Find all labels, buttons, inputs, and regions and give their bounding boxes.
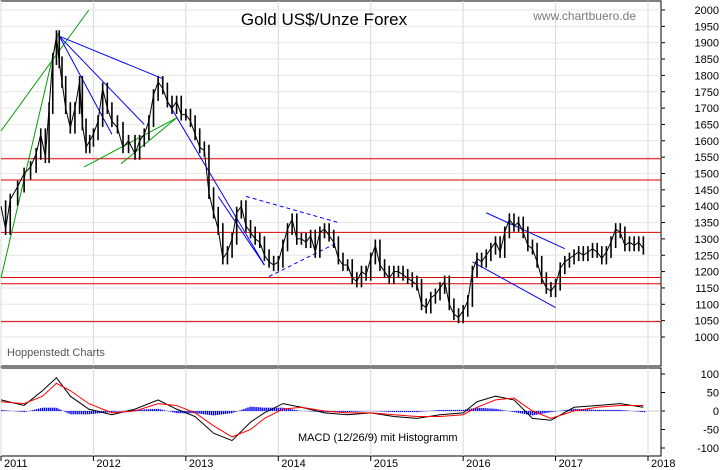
macd-y-tick-label: -100 (697, 443, 719, 455)
x-tick-label: 2016 (466, 458, 490, 470)
trend-line-2 (0, 9, 90, 132)
trend-line-1 (0, 32, 59, 279)
y-tick-label: 1150 (695, 283, 719, 295)
trend-line-10 (245, 195, 339, 224)
y-tick-label: 1850 (695, 54, 719, 66)
macd-histogram (1, 406, 646, 416)
trend-line-6 (58, 35, 145, 125)
y-tick-label: 1750 (695, 87, 719, 99)
y-tick-label: 1950 (695, 21, 719, 33)
y-tick-label: 1100 (695, 299, 719, 311)
macd-lines (0, 376, 644, 442)
source-label: Hoppenstedt Charts (7, 347, 105, 359)
y-tick-label: 1800 (695, 70, 719, 82)
y-tick-label: 1000 (695, 332, 719, 344)
y-tick-label: 1300 (695, 234, 719, 246)
y-tick-label: 1450 (695, 185, 719, 197)
x-tick-label: 2014 (281, 458, 305, 470)
trend-line-13 (472, 261, 556, 309)
trend-line-5 (59, 35, 163, 80)
y-tick-label: 1900 (695, 38, 719, 50)
x-tick-label: 2015 (374, 458, 398, 470)
macd-y-tick-label: 50 (707, 388, 719, 400)
y-tick-label: 1250 (695, 250, 719, 262)
macd-y-tick-label: 0 (713, 406, 719, 418)
chart-title: Gold US$/Unze Forex (241, 10, 408, 29)
support-resistance-lines (1, 158, 661, 323)
main-y-axis: 1000 1050 1100 1150 1200 1250 1300 1350 1400 1450… (661, 5, 719, 344)
y-tick-label: 1700 (695, 103, 719, 115)
y-tick-label: 1600 (695, 136, 719, 148)
y-tick-label: 2000 (695, 5, 719, 17)
y-tick-label: 1200 (695, 267, 719, 279)
trend-line-3 (83, 117, 177, 168)
x-tick-label: 2012 (96, 458, 120, 470)
y-tick-label: 1550 (695, 152, 719, 164)
y-tick-label: 1650 (695, 119, 719, 131)
x-tick-label: 2017 (559, 458, 583, 470)
x-tick-label: 2013 (189, 458, 213, 470)
y-tick-label: 1350 (695, 218, 719, 230)
macd-y-tick-label: -50 (703, 425, 719, 437)
y-tick-label: 1400 (695, 201, 719, 213)
trend-line-12 (486, 212, 566, 250)
macd-y-axis: -100 -50 0 50 100 (661, 369, 719, 455)
price-series (0, 30, 645, 324)
main-gridlines (0, 1, 661, 366)
y-tick-label: 1500 (695, 169, 719, 181)
y-tick-label: 1050 (695, 316, 719, 328)
x-tick-label: 2011 (4, 458, 28, 470)
macd-y-tick-label: 100 (701, 369, 719, 381)
macd-label: MACD (12/26/9) mit Histogramm (298, 432, 458, 444)
x-tick-label: 2018 (651, 458, 675, 470)
watermark-text: www.chartbuero.de (532, 9, 636, 23)
signal-line (0, 382, 644, 438)
trend-line-9 (217, 196, 265, 266)
trend-line-4 (120, 117, 177, 165)
trend-line-8 (166, 101, 265, 266)
x-axis: 2011 2012 2013 2014 2015 2016 2017 2018 (0, 456, 675, 470)
trend-line-11 (268, 241, 339, 277)
